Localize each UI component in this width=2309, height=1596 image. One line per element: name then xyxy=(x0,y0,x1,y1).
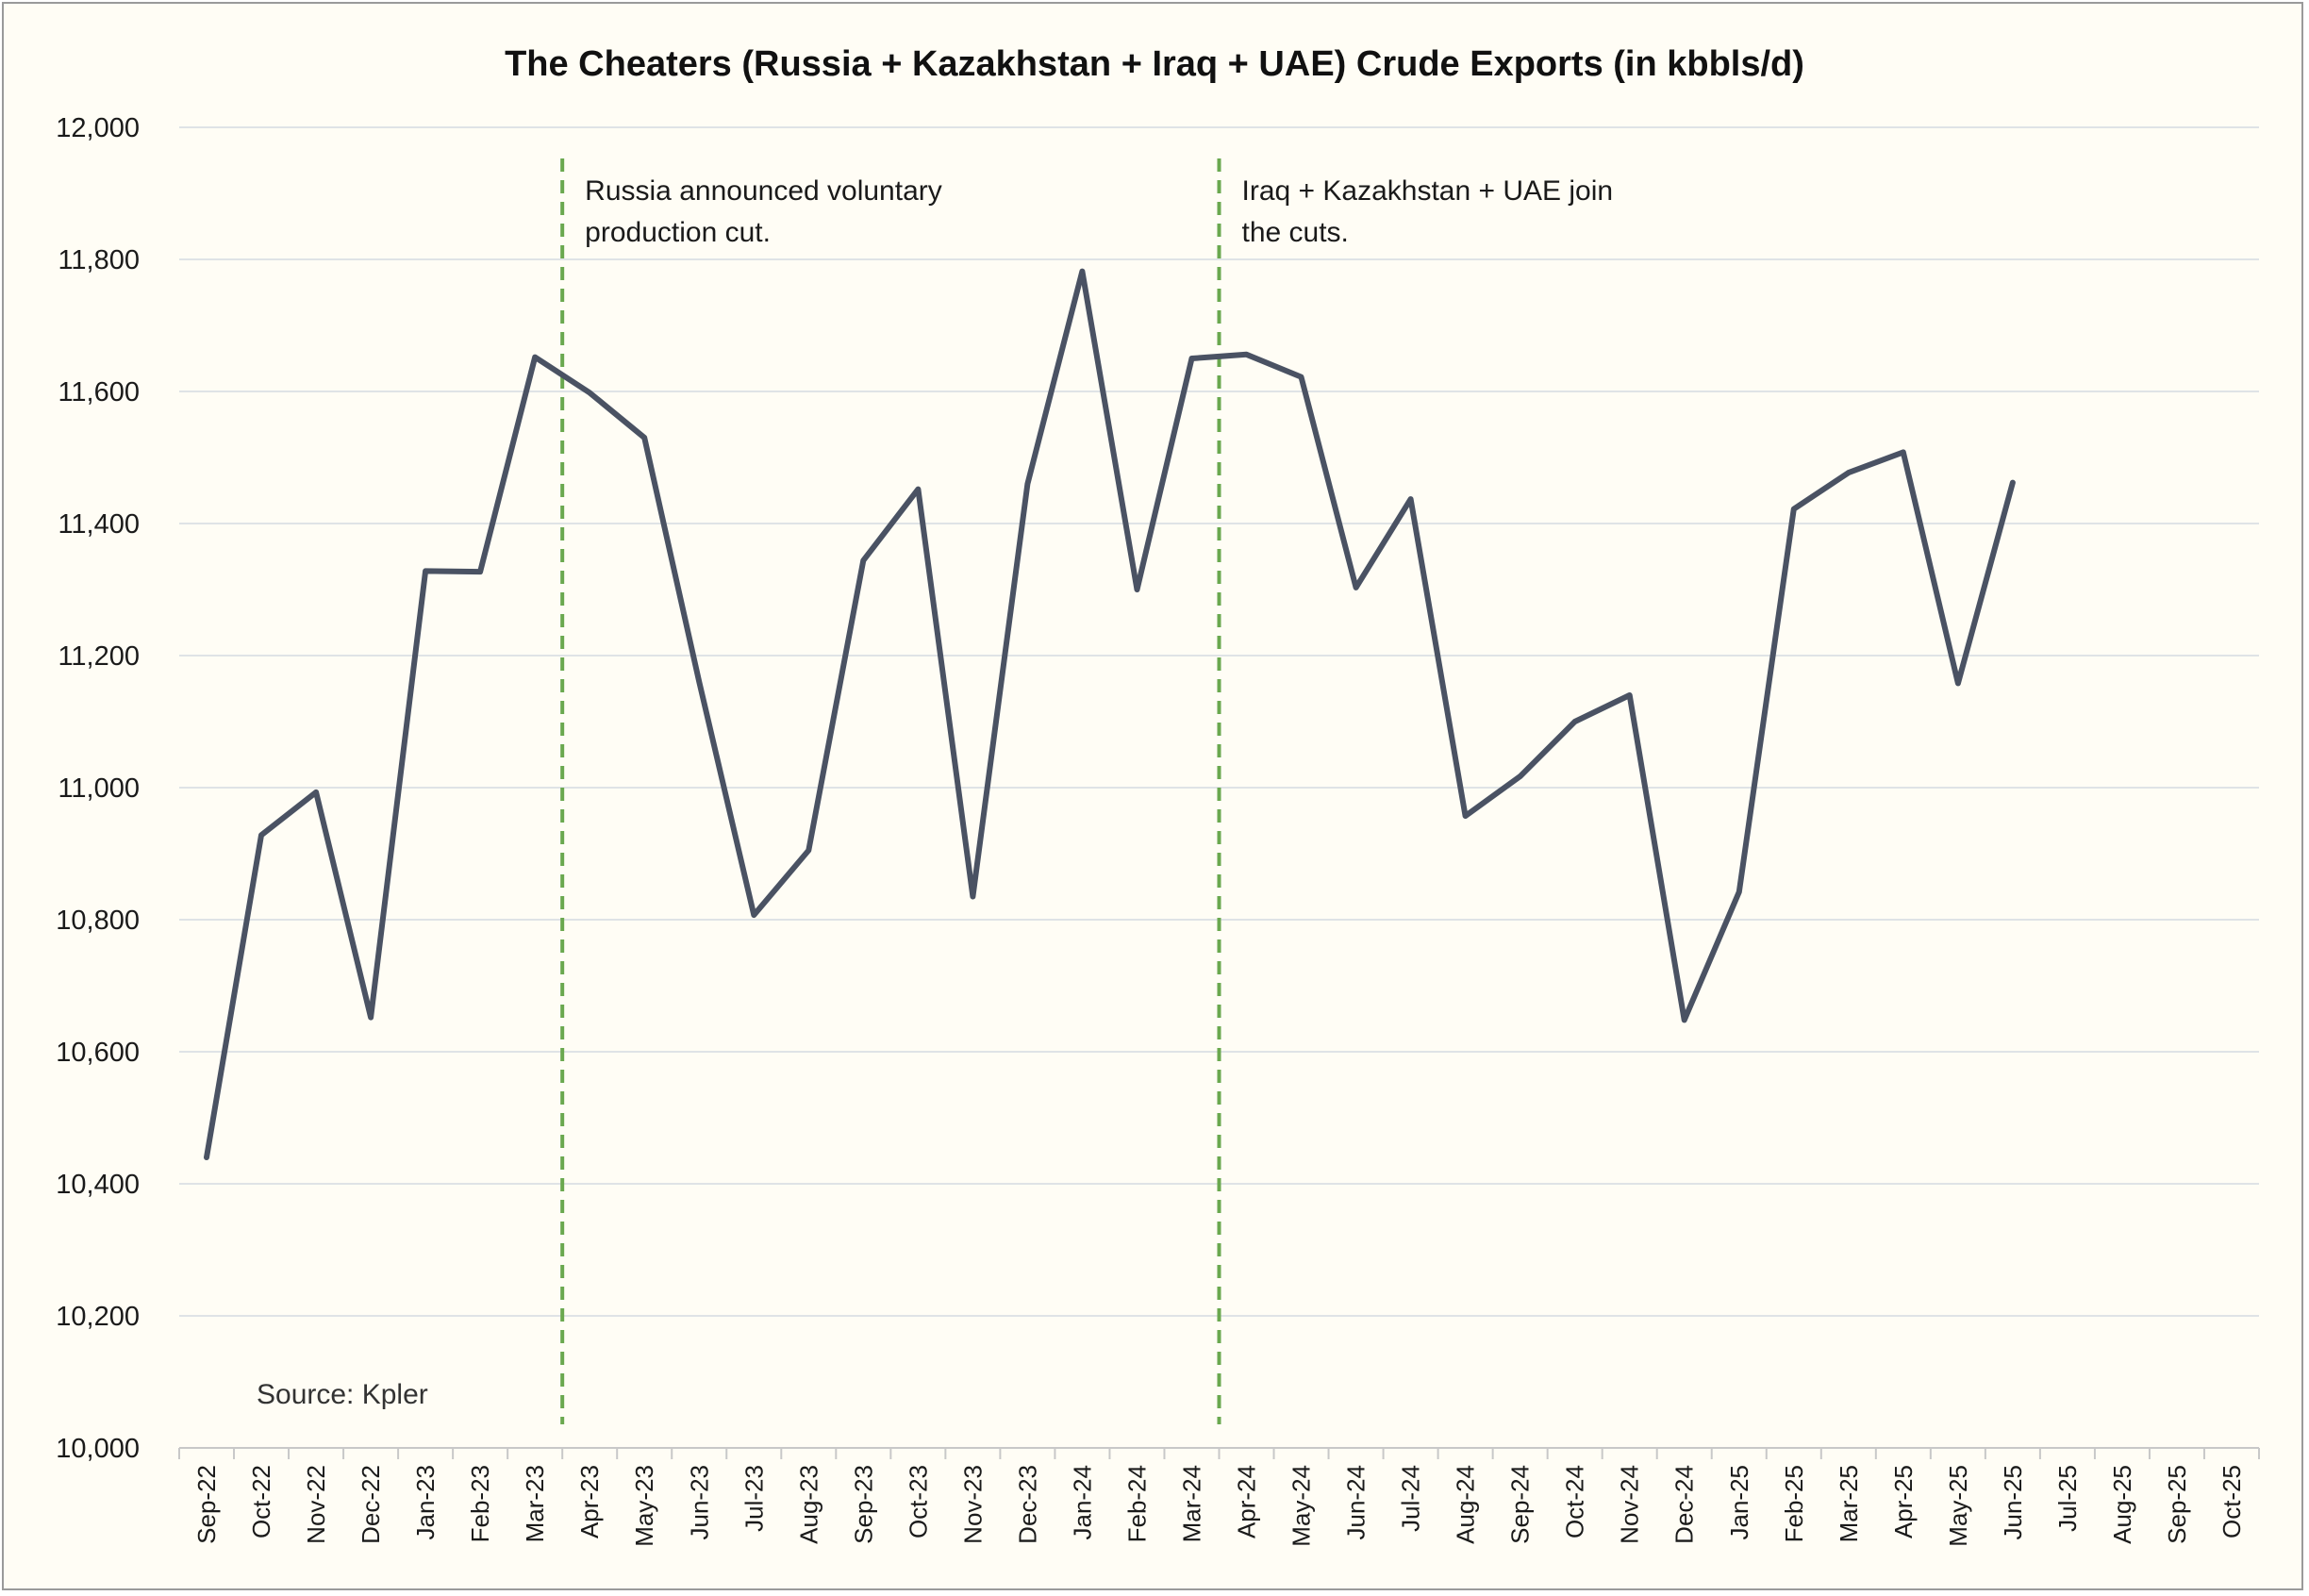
data-point xyxy=(970,894,975,899)
y-tick-label: 10,400 xyxy=(56,1170,140,1200)
y-tick-label: 11,000 xyxy=(58,773,140,804)
data-point xyxy=(1901,449,1906,455)
data-point xyxy=(915,487,921,492)
data-point xyxy=(477,569,483,574)
x-tick-label: Mar-23 xyxy=(521,1465,549,1542)
data-point xyxy=(423,568,428,574)
x-tick-label: Jun-25 xyxy=(1999,1465,2027,1540)
data-point xyxy=(1408,496,1414,502)
x-tick-label: Oct-24 xyxy=(1561,1465,1589,1538)
data-point xyxy=(860,557,866,563)
x-tick-label: Jun-24 xyxy=(1342,1465,1370,1540)
source-label: Source: Kpler xyxy=(257,1379,428,1410)
data-point xyxy=(1244,352,1250,357)
series-line xyxy=(204,268,2016,1160)
data-point xyxy=(1736,889,1742,895)
y-tick-label: 11,400 xyxy=(58,509,140,540)
data-point xyxy=(1518,773,1523,779)
annotations: Russia announced voluntary production cut… xyxy=(585,175,1613,248)
x-axis-ticks: Sep-22 Oct-22 Nov-22 Dec-22 Jan-23 Feb-23 Mar-… xyxy=(192,1465,2246,1547)
x-tick-label: Nov-24 xyxy=(1616,1465,1644,1544)
data-point xyxy=(1354,585,1359,590)
data-point xyxy=(1791,507,1797,512)
x-tick-label: Apr-25 xyxy=(1889,1465,1918,1538)
x-tick-label: May-25 xyxy=(1944,1465,1972,1547)
x-tick-label: Jan-23 xyxy=(411,1465,440,1540)
x-tick-label: Jan-25 xyxy=(1725,1465,1753,1540)
data-point xyxy=(751,912,756,918)
data-point xyxy=(1846,470,1852,475)
x-tick-label: Dec-22 xyxy=(357,1465,385,1544)
data-point xyxy=(587,390,592,395)
x-tick-label: Nov-23 xyxy=(958,1465,987,1544)
data-point xyxy=(1024,481,1030,487)
x-tick-label: Dec-23 xyxy=(1013,1465,1041,1544)
x-tick-label: May-24 xyxy=(1287,1465,1316,1547)
data-point xyxy=(2010,480,2016,486)
x-tick-label: Feb-23 xyxy=(466,1465,494,1542)
x-tick-label: Oct-23 xyxy=(904,1465,932,1538)
data-point xyxy=(532,355,538,360)
annotation-text: Russia announced voluntary production cut… xyxy=(585,175,942,248)
data-point xyxy=(204,1155,209,1160)
data-point xyxy=(1188,356,1194,361)
x-tick-label: Nov-22 xyxy=(302,1465,330,1544)
x-tick-label: Aug-23 xyxy=(794,1465,822,1544)
x-tick-label: Aug-25 xyxy=(2108,1465,2136,1544)
data-point xyxy=(1955,680,1961,686)
data-point xyxy=(313,790,319,795)
event-markers xyxy=(560,158,1221,1424)
x-tick-label: Apr-23 xyxy=(575,1465,604,1538)
x-tick-label: Sep-24 xyxy=(1506,1465,1535,1544)
x-tick-label: Jul-24 xyxy=(1397,1465,1425,1532)
x-tick-label: Mar-24 xyxy=(1177,1465,1205,1542)
data-point xyxy=(696,679,702,685)
x-tick-label: Feb-24 xyxy=(1122,1465,1151,1542)
x-tick-label: Jan-24 xyxy=(1068,1465,1096,1540)
data-point xyxy=(368,1015,374,1021)
x-tick-label: Aug-24 xyxy=(1452,1465,1480,1544)
y-tick-label: 10,600 xyxy=(56,1038,140,1068)
y-tick-label: 11,200 xyxy=(58,641,140,672)
x-tick-label: Mar-25 xyxy=(1835,1465,1863,1542)
data-point xyxy=(806,848,811,853)
data-point xyxy=(1299,374,1304,380)
data-point xyxy=(641,435,647,441)
y-tick-label: 10,800 xyxy=(56,906,140,936)
y-tick-label: 11,800 xyxy=(58,245,140,275)
x-tick-label: Feb-25 xyxy=(1780,1465,1808,1542)
x-tick-label: Oct-22 xyxy=(247,1465,275,1538)
data-point xyxy=(1572,719,1578,724)
series-group xyxy=(204,268,2016,1160)
x-tick-label: Jul-23 xyxy=(739,1465,768,1532)
data-point xyxy=(258,832,264,838)
x-tick-label: Sep-25 xyxy=(2163,1465,2191,1544)
annotation-text: Iraq + Kazakhstan + UAE join the cuts. xyxy=(1242,175,1614,248)
y-tick-label: 11,600 xyxy=(58,377,140,407)
data-point xyxy=(1134,587,1139,592)
x-axis xyxy=(178,1447,2260,1459)
x-tick-label: Oct-25 xyxy=(2218,1465,2246,1538)
y-axis-ticks: 10,000 10,200 10,400 10,600 10,800 11,000 11,2… xyxy=(56,113,140,1464)
x-tick-label: May-23 xyxy=(630,1465,658,1547)
y-tick-label: 10,000 xyxy=(56,1434,140,1464)
chart-title: The Cheaters (Russia + Kazakhstan + Iraq… xyxy=(505,44,1804,84)
x-tick-label: Jun-23 xyxy=(685,1465,713,1540)
x-tick-label: Sep-22 xyxy=(192,1465,221,1544)
x-tick-label: Jul-25 xyxy=(2053,1465,2082,1532)
y-tick-label: 10,200 xyxy=(56,1302,140,1332)
x-tick-label: Apr-24 xyxy=(1233,1465,1261,1538)
gridlines xyxy=(179,126,2259,1317)
x-tick-label: Dec-24 xyxy=(1670,1465,1699,1544)
data-point xyxy=(1079,269,1085,274)
y-tick-label: 12,000 xyxy=(56,113,140,143)
data-point xyxy=(1682,1017,1687,1022)
x-tick-label: Sep-23 xyxy=(849,1465,877,1544)
data-point xyxy=(1627,692,1633,698)
data-point xyxy=(1463,813,1469,819)
